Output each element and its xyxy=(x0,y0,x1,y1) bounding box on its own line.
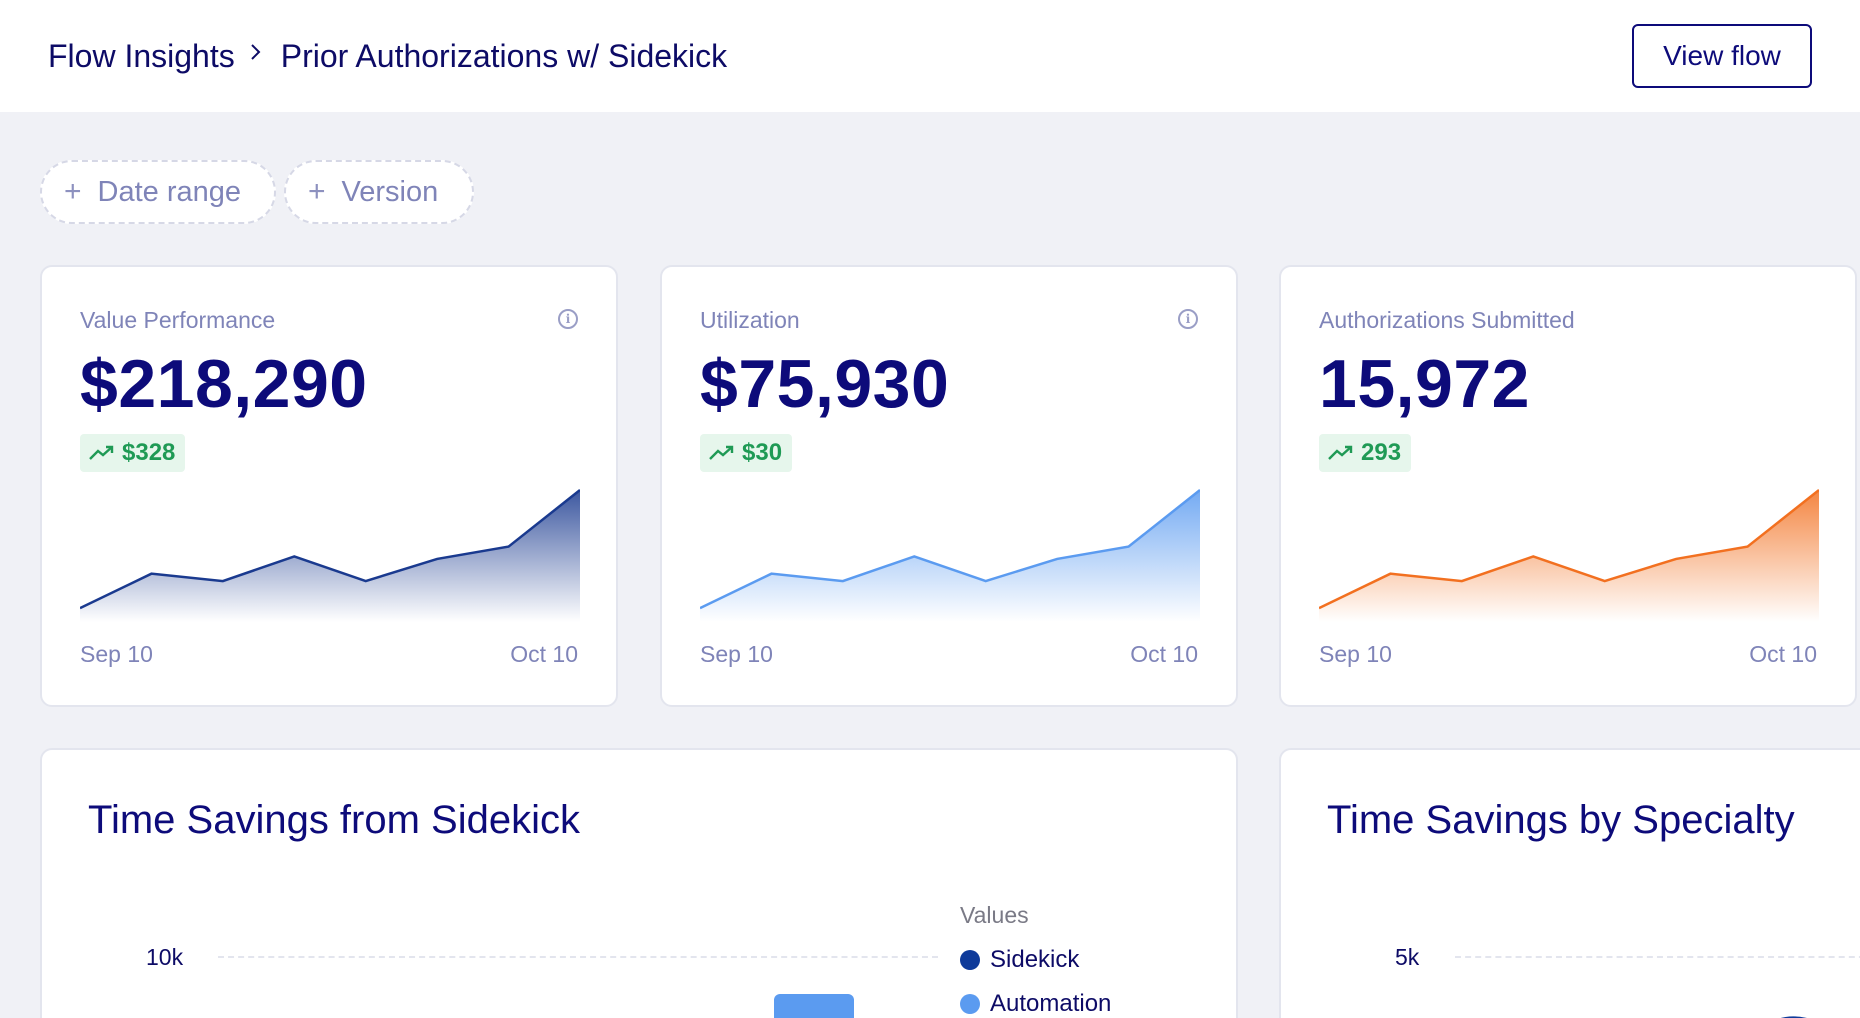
legend-dot xyxy=(960,950,980,970)
gridline xyxy=(218,956,938,958)
legend-item-automation[interactable]: Automation xyxy=(960,990,1111,1018)
end-date: Oct 10 xyxy=(1130,641,1198,667)
breadcrumb-current-flow: Prior Authorizations w/ Sidekick xyxy=(280,37,728,74)
y-axis-tick: 5k xyxy=(1395,944,1420,970)
sparkline-line xyxy=(80,489,580,610)
chart-slice-edge xyxy=(1780,1016,1807,1018)
version-filter[interactable]: + Version xyxy=(284,160,474,224)
gridline xyxy=(1455,956,1860,958)
trend-up-icon xyxy=(89,445,114,460)
utilization-sparkline xyxy=(700,489,1200,622)
y-axis-tick: 10k xyxy=(146,944,184,970)
chevron-right-icon xyxy=(249,39,263,70)
utilization-card: Utilization i $75,930 $30 Sep 10 Oct 10 xyxy=(660,265,1238,707)
delta-badge: 293 xyxy=(1319,434,1412,472)
card-label: Value Performance xyxy=(80,307,276,333)
delta-badge: $328 xyxy=(80,434,186,472)
info-icon[interactable]: i xyxy=(1178,309,1198,329)
card-value: $218,290 xyxy=(80,346,368,422)
value-performance-card: Value Performance i $218,290 $328 Sep 10… xyxy=(40,265,618,707)
end-date: Oct 10 xyxy=(510,641,578,667)
card-value: 15,972 xyxy=(1319,346,1530,422)
version-filter-label: Version xyxy=(341,175,439,208)
delta-value: $30 xyxy=(742,439,783,466)
value-performance-sparkline xyxy=(80,489,580,622)
legend-label: Sidekick xyxy=(990,946,1080,973)
page-header: Flow Insights Prior Authorizations w/ Si… xyxy=(0,0,1860,112)
trend-up-icon xyxy=(709,445,734,460)
sparkline-line xyxy=(700,489,1200,610)
card-label: Utilization xyxy=(700,307,800,333)
legend-item-sidekick[interactable]: Sidekick xyxy=(960,946,1079,974)
plus-icon: + xyxy=(64,175,82,208)
end-date: Oct 10 xyxy=(1749,641,1817,667)
start-date: Sep 10 xyxy=(80,641,153,667)
start-date: Sep 10 xyxy=(700,641,773,667)
plus-icon: + xyxy=(308,175,326,208)
date-range-filter-label: Date range xyxy=(97,175,242,208)
sparkline-area xyxy=(700,490,1200,622)
legend-dot xyxy=(960,994,980,1014)
info-icon[interactable]: i xyxy=(558,309,578,329)
sparkline-area xyxy=(80,490,580,622)
panel-title: Time Savings from Sidekick xyxy=(88,798,580,842)
sparkline-area xyxy=(1319,490,1819,622)
chart-bar[interactable] xyxy=(774,994,854,1018)
authorizations-submitted-card: Authorizations Submitted 15,972 293 Sep … xyxy=(1279,265,1857,707)
card-label: Authorizations Submitted xyxy=(1319,307,1575,333)
delta-value: 293 xyxy=(1361,439,1402,466)
date-range-filter[interactable]: + Date range xyxy=(40,160,276,224)
authorizations-sparkline xyxy=(1319,489,1819,622)
legend-label: Automation xyxy=(990,990,1112,1017)
view-flow-button[interactable]: View flow xyxy=(1632,24,1812,88)
trend-up-icon xyxy=(1328,445,1353,460)
legend-title: Values xyxy=(960,902,1029,928)
panel-title: Time Savings by Specialty xyxy=(1327,798,1795,842)
card-value: $75,930 xyxy=(700,346,950,422)
delta-value: $328 xyxy=(122,439,176,466)
time-savings-from-sidekick-panel: Time Savings from Sidekick 10k Values Si… xyxy=(40,748,1238,1018)
time-savings-by-specialty-panel: Time Savings by Specialty 5k xyxy=(1279,748,1860,1018)
delta-badge: $30 xyxy=(700,434,793,472)
start-date: Sep 10 xyxy=(1319,641,1392,667)
breadcrumb-flow-insights[interactable]: Flow Insights xyxy=(48,37,235,74)
sparkline-line xyxy=(1319,489,1819,610)
